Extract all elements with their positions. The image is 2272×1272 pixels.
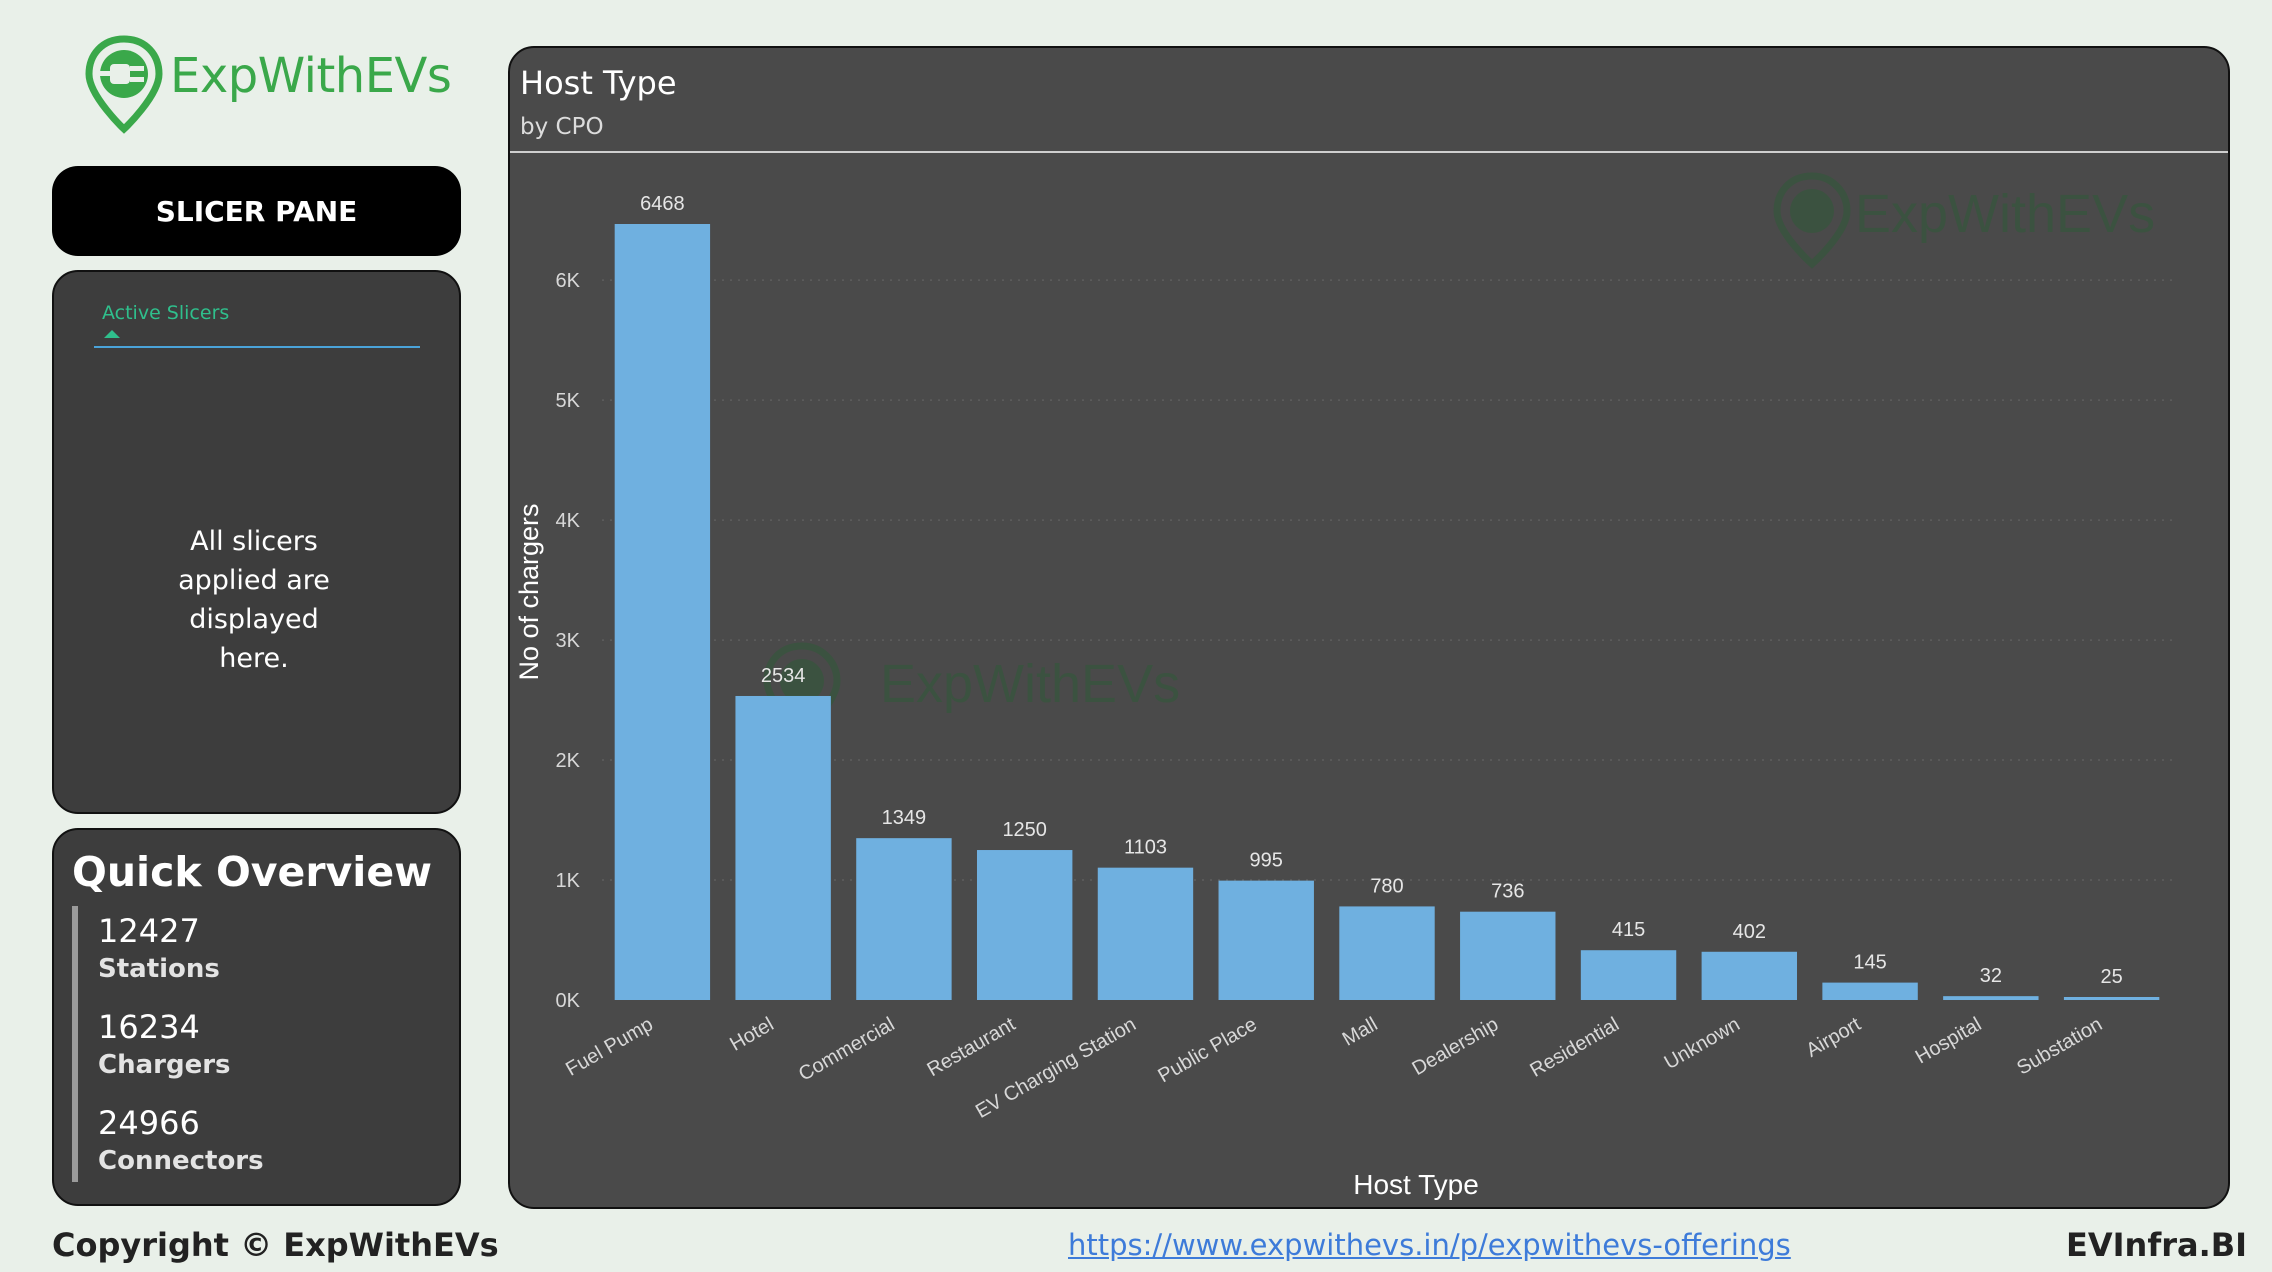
bar[interactable] [976, 850, 1073, 1000]
bar[interactable] [1943, 996, 2039, 1000]
watermark-logo-top: ExpWithEVs [1773, 172, 2155, 269]
bar[interactable] [1701, 951, 1798, 1000]
bar[interactable] [1822, 982, 1918, 1000]
kpi-chargers-label: Chargers [98, 1050, 231, 1080]
x-tick-label: Restaurant [923, 1013, 1019, 1081]
data-label: 736 [1491, 881, 1524, 903]
x-tick-label: Hospital [1912, 1013, 1986, 1068]
kpi-connectors-value: 24966 [98, 1104, 200, 1142]
overview-accent-bar [72, 906, 78, 1182]
data-label: 32 [1980, 965, 2002, 987]
data-label: 25 [2100, 966, 2122, 988]
y-axis-title: No of chargers [514, 503, 544, 680]
bar[interactable] [1460, 911, 1556, 1000]
y-tick-label: 1K [556, 870, 581, 892]
x-tick-label: Commercial [795, 1013, 898, 1085]
quick-overview-panel: Quick Overview 12427 Stations 16234 Char… [52, 828, 461, 1206]
x-axis-title: Host Type [1353, 1169, 1479, 1200]
kpi-chargers-value: 16234 [98, 1008, 200, 1046]
offerings-link[interactable]: https://www.expwithevs.in/p/expwithevs-o… [1068, 1228, 1791, 1262]
active-slicers-panel: Active Slicers All slicers applied are d… [52, 270, 461, 814]
tab-underline [94, 346, 420, 348]
y-tick-label: 2K [556, 750, 581, 772]
x-tick-label: Public Place [1154, 1013, 1260, 1087]
y-tick-label: 6K [556, 270, 581, 292]
data-label: 2534 [761, 665, 806, 687]
bar[interactable] [614, 224, 711, 1000]
x-tick-label: Residential [1526, 1013, 1623, 1082]
x-tick-label: Unknown [1661, 1013, 1744, 1074]
data-label: 145 [1853, 952, 1886, 974]
tab-active-slicers[interactable]: Active Slicers [102, 302, 230, 324]
slicer-message-line: here. [219, 643, 289, 674]
watermark-logo-center: ExpWithEVs [763, 642, 1180, 739]
bar[interactable] [1097, 867, 1194, 1000]
host-type-bar-chart: ExpWithEVs ExpWithEVs 0K 1K 2K 3K 4K 5K 6K 6468… [514, 172, 2172, 1200]
slicer-message-line: applied are [178, 565, 330, 596]
y-tick-label: 0K [556, 990, 581, 1012]
copyright-text: Copyright © ExpWithEVs [52, 1226, 499, 1264]
chart-title: Host Type [520, 64, 677, 102]
bar[interactable] [2063, 997, 2160, 1000]
bar[interactable] [1339, 906, 1435, 1000]
slicer-message-line: displayed [189, 604, 319, 635]
watermark-text: ExpWithEVs [880, 654, 1180, 714]
bar[interactable] [735, 695, 831, 1000]
x-tick-label: Airport [1803, 1013, 1865, 1062]
watermark-text: ExpWithEVs [1855, 184, 2155, 244]
slicer-message-line: All slicers [190, 526, 318, 557]
kpi-connectors-label: Connectors [98, 1146, 264, 1176]
y-tick-label: 5K [556, 390, 581, 412]
x-tick-label: Dealership [1408, 1013, 1502, 1080]
x-tick-label: Mall [1339, 1013, 1382, 1050]
data-label: 415 [1612, 919, 1645, 941]
chart-header-divider [510, 151, 2228, 153]
x-tick-label: Fuel Pump [562, 1013, 657, 1080]
bar[interactable] [856, 838, 952, 1000]
bar[interactable] [1580, 950, 1677, 1000]
data-label: 780 [1370, 875, 1403, 897]
y-tick-label: 4K [556, 510, 581, 532]
kpi-stations-value: 12427 [98, 912, 200, 950]
tab-indicator-icon [104, 330, 120, 338]
data-label: 1103 [1124, 837, 1167, 859]
overview-title: Quick Overview [72, 848, 433, 896]
chart-subtitle: by CPO [520, 114, 604, 140]
logo-text: ExpWithEVs [170, 48, 452, 104]
data-label: 402 [1733, 921, 1766, 943]
x-tick-label: Substation [2013, 1013, 2106, 1079]
y-tick-label: 3K [556, 630, 581, 652]
bar[interactable] [1218, 880, 1314, 1000]
data-label: 6468 [640, 193, 685, 215]
x-tick-label: Hotel [726, 1013, 777, 1055]
host-type-chart-card: Host Type by CPO ExpWithEVs ExpWithEVs 0… [508, 46, 2230, 1209]
data-label: 1349 [882, 807, 927, 829]
kpi-stations-label: Stations [98, 954, 220, 984]
slicer-empty-message: All slicers applied are displayed here. [144, 522, 364, 678]
location-plug-icon [85, 35, 163, 134]
data-label: 1250 [1002, 819, 1047, 841]
brand-logo: ExpWithEVs [84, 34, 452, 134]
brand-name: EVInfra.BI [2066, 1226, 2248, 1264]
data-label: 995 [1250, 850, 1283, 872]
slicer-pane-button[interactable]: SLICER PANE [52, 166, 461, 256]
